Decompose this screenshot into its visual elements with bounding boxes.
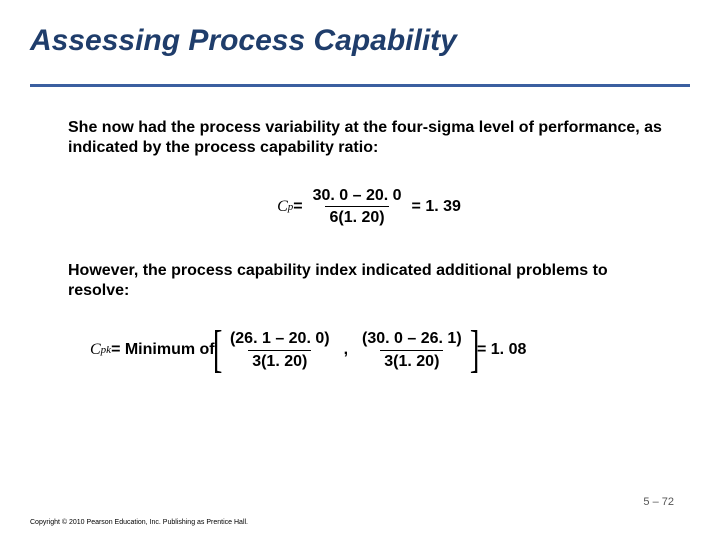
slide-body: She now had the process variability at t… (68, 118, 670, 381)
equation-cpk: Cpk = Minimum of [ (26. 1 – 20. 0) 3(1. … (90, 329, 670, 371)
slide-title: Assessing Process Capability (30, 24, 457, 58)
cpk-equals-min: = Minimum of (111, 341, 215, 359)
title-rule (30, 84, 690, 87)
paragraph-2: However, the process capability index in… (68, 261, 670, 301)
left-bracket-icon: [ (213, 329, 223, 371)
right-bracket-icon: ] (470, 329, 480, 371)
cp-symbol: C (277, 198, 288, 216)
cpk-f2-denominator: 3(1. 20) (380, 350, 443, 371)
cpk-symbol: C (90, 341, 101, 359)
cp-result: = 1. 39 (412, 198, 461, 216)
cpk-comma: , (344, 341, 348, 359)
page-number: 5 – 72 (643, 496, 674, 508)
cpk-f2-numerator: (30. 0 – 26. 1) (358, 329, 466, 349)
equation-cp: Cp = 30. 0 – 20. 0 6(1. 20) = 1. 39 (68, 186, 670, 227)
cpk-f1-denominator: 3(1. 20) (248, 350, 311, 371)
copyright-text: Copyright © 2010 Pearson Education, Inc.… (30, 519, 248, 526)
paragraph-1: She now had the process variability at t… (68, 118, 670, 158)
cpk-fraction-2: (30. 0 – 26. 1) 3(1. 20) (358, 329, 466, 370)
cp-denominator: 6(1. 20) (325, 206, 388, 227)
cpk-f1-numerator: (26. 1 – 20. 0) (226, 329, 334, 349)
cpk-subscript: pk (101, 344, 111, 356)
cp-fraction: 30. 0 – 20. 0 6(1. 20) (309, 186, 406, 227)
cpk-fraction-1: (26. 1 – 20. 0) 3(1. 20) (226, 329, 334, 370)
cpk-result: = 1. 08 (477, 341, 526, 359)
cp-equals: = (293, 198, 302, 216)
cp-numerator: 30. 0 – 20. 0 (309, 186, 406, 206)
